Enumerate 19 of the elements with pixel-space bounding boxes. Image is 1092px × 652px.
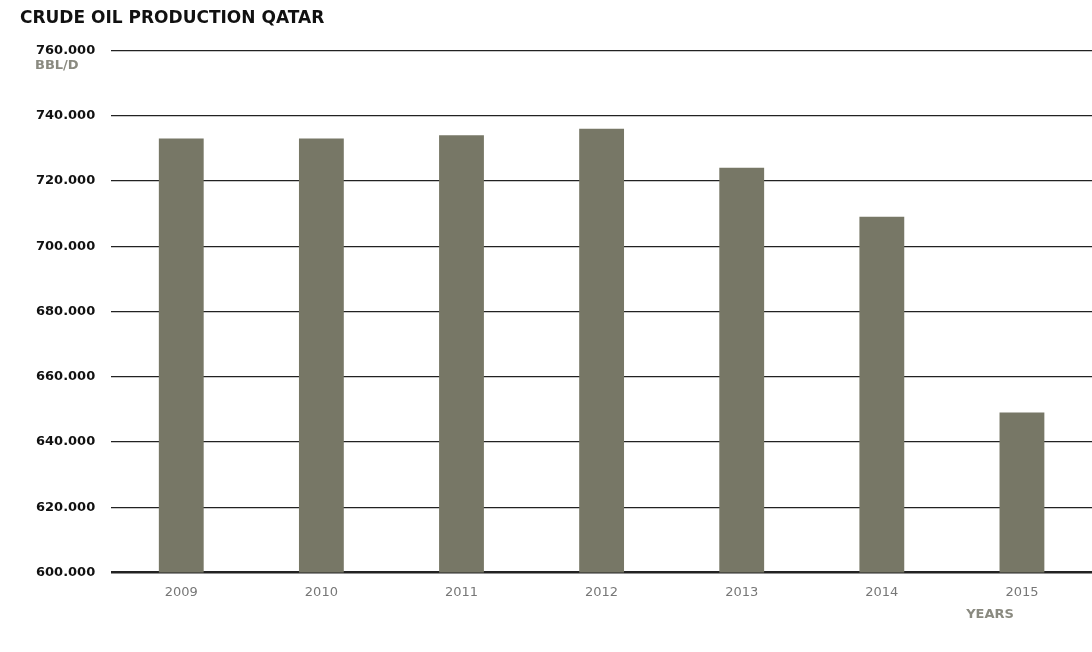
- y-axis-title: BBL/D: [35, 56, 79, 72]
- y-tick-label: 720.000: [35, 172, 96, 188]
- y-tick-label: 620.000: [35, 498, 96, 514]
- y-tick-label: 660.000: [35, 368, 96, 384]
- x-tick-label: 2010: [304, 583, 338, 599]
- chart-title: CRUDE OIL PRODUCTION QATAR: [20, 6, 325, 27]
- y-tick-label: 760.000: [35, 41, 96, 57]
- x-tick-label: 2009: [164, 583, 198, 599]
- x-tick-label: 2014: [865, 583, 899, 599]
- x-tick-label: 2015: [1005, 583, 1039, 599]
- y-tick-label: 740.000: [35, 107, 96, 123]
- x-tick-label: 2013: [725, 583, 759, 599]
- y-tick-label: 600.000: [35, 563, 96, 579]
- y-tick-label: 680.000: [35, 302, 96, 318]
- y-tick-label: 640.000: [35, 433, 96, 449]
- x-axis-title: YEARS: [965, 605, 1014, 621]
- x-tick-label: 2011: [444, 583, 479, 599]
- x-tick-label: 2012: [585, 583, 619, 599]
- y-tick-label: 700.000: [35, 237, 96, 253]
